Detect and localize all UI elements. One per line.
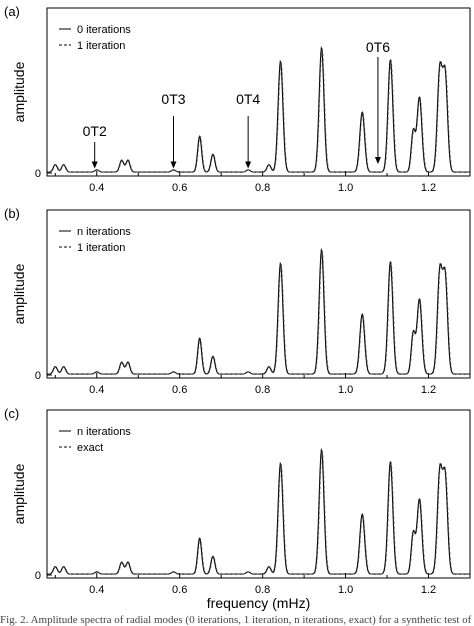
panel-label: (c) [4,406,19,421]
legend-entry: 1 iteration [77,40,125,52]
panel-3: (c) amplitude 0 0.4 0.6 0.8 1.0 1.2 n iterations… [4,406,471,611]
y-axis-label: amplitude [11,463,27,524]
series-1-iteration-line [47,46,471,173]
legend-entry: n iterations [77,226,131,238]
y-tick-label: 0 [35,168,41,180]
y-axis-label: amplitude [11,61,27,122]
x-tick-label: 1.0 [338,384,353,396]
x-tick-label: 1.2 [421,584,436,596]
x-tick-label: 0.4 [89,384,104,396]
annotation-label: 0T2 [83,123,107,139]
series-0-iterations-line [47,45,470,173]
panel-label: (a) [4,4,20,19]
annotation-label: 0T6 [366,39,390,55]
panel-1: (a) amplitude 0 0.4 0.6 0.8 1.0 1.2 0 iterations… [4,4,471,194]
annotation-label: 0T4 [236,91,260,107]
annotation-arrow-head [91,161,98,169]
series-exact-line [47,448,471,575]
x-tick-label: 0.6 [172,584,187,596]
annotation-arrow-head [245,161,252,169]
legend-entry: exact [77,442,103,454]
legend-entry: n iterations [77,426,131,438]
y-tick-label: 0 [35,570,41,582]
y-axis-label: amplitude [11,263,27,324]
x-tick-label: 0.4 [89,584,104,596]
x-tick-label: 1.0 [338,182,353,194]
x-tick-label: 0.4 [89,182,104,194]
x-tick-label: 1.2 [421,182,436,194]
x-tick-label: 0.8 [255,584,270,596]
x-axis-label: frequency (mHz) [207,595,310,611]
panel-2: (b) amplitude 0 0.4 0.6 0.8 1.0 1.2 n iterations… [4,206,471,396]
x-tick-label: 0.8 [255,182,270,194]
plot-frame [46,409,471,579]
figure-caption-fragment: Fig. 2. Amplitude spectra of radial mode… [0,614,474,626]
legend-entry: 0 iterations [77,24,131,36]
series-n-iterations-line [47,447,470,575]
plot-frame [46,7,471,177]
y-tick-label: 0 [35,370,41,382]
x-tick-label: 0.6 [172,182,187,194]
series-n-iterations-line [47,247,470,375]
annotation-arrow-head [374,157,381,164]
panel-label: (b) [4,206,20,221]
x-tick-label: 0.6 [172,384,187,396]
legend-entry: 1 iteration [77,242,125,254]
annotation-label: 0T3 [161,91,185,107]
series-1-iteration-line [47,248,471,375]
x-tick-label: 1.0 [338,584,353,596]
plot-frame [46,209,471,379]
x-tick-label: 0.8 [255,384,270,396]
annotation-arrow-head [170,161,177,169]
x-tick-label: 1.2 [421,384,436,396]
